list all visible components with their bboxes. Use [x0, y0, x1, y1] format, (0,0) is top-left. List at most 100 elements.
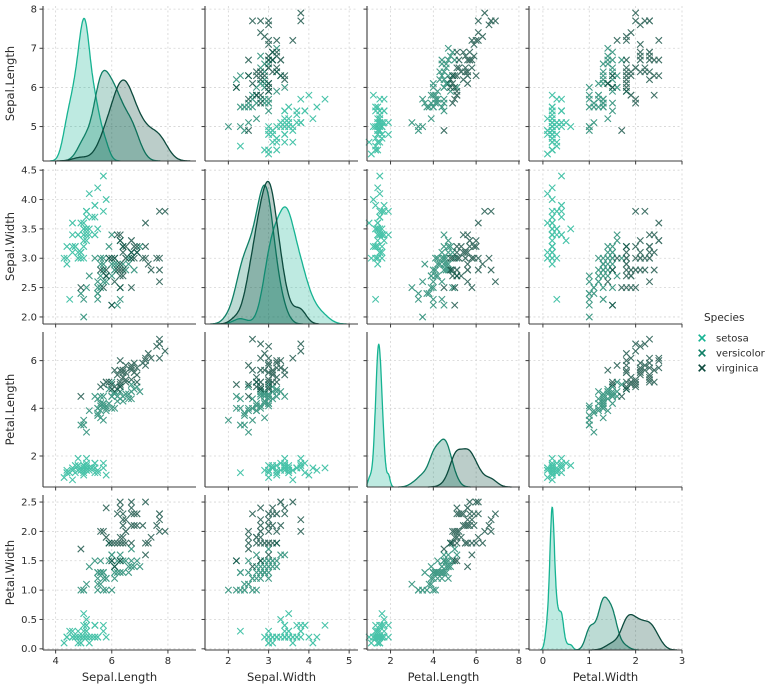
data-point — [650, 91, 658, 99]
data-point — [127, 284, 135, 292]
data-point — [232, 392, 240, 400]
data-point — [74, 633, 82, 641]
data-point — [374, 184, 382, 192]
y-tick-label: 1.0 — [21, 586, 37, 597]
data-point — [557, 107, 566, 115]
data-point — [82, 237, 91, 245]
x-tick-label: 6 — [109, 656, 115, 667]
data-point — [472, 72, 480, 80]
data-point — [297, 454, 305, 462]
data-point — [85, 225, 93, 233]
data-point — [645, 359, 654, 367]
kde-curves — [210, 180, 347, 325]
data-point — [374, 639, 382, 647]
tick-marks — [525, 501, 683, 654]
data-point — [265, 64, 273, 72]
data-point — [122, 516, 130, 524]
data-point — [594, 254, 603, 262]
data-point — [136, 242, 144, 251]
legend-title: Species — [704, 312, 744, 324]
data-point — [116, 284, 124, 292]
legend-label-virginica: virginica — [716, 364, 759, 375]
data-point — [438, 60, 446, 68]
data-point — [372, 242, 380, 251]
data-point — [645, 278, 654, 286]
data-point — [622, 254, 630, 262]
data-point — [122, 266, 130, 274]
data-point — [130, 521, 138, 530]
data-point — [119, 242, 127, 251]
data-point — [257, 354, 265, 362]
data-point — [77, 633, 85, 641]
data-point — [111, 574, 119, 582]
data-point — [122, 254, 130, 262]
data-point — [60, 639, 68, 647]
gridlines — [43, 169, 196, 324]
data-point — [63, 469, 71, 477]
kde-fill-setosa — [50, 18, 120, 162]
data-point — [599, 272, 607, 280]
data-point — [85, 407, 93, 415]
tick-marks — [363, 169, 520, 328]
data-point — [97, 284, 105, 292]
data-point — [94, 225, 102, 233]
data-point — [374, 231, 382, 239]
kde-fill-setosa — [540, 507, 578, 650]
data-point — [442, 557, 450, 565]
data-point — [608, 380, 617, 389]
data-point — [627, 272, 635, 280]
data-point — [111, 563, 119, 571]
data-point — [248, 404, 257, 412]
y-axis-label-sepal-width: Sepal.Width — [3, 212, 17, 281]
data-point — [461, 539, 469, 547]
data-point — [277, 615, 285, 624]
data-point — [252, 378, 261, 386]
data-point — [155, 354, 164, 362]
data-point — [627, 354, 635, 362]
data-point — [94, 580, 102, 588]
data-point — [265, 342, 273, 350]
data-point — [309, 115, 317, 123]
kde-fill-versicolor — [61, 70, 160, 161]
data-point — [440, 99, 448, 107]
data-point — [257, 557, 265, 565]
data-point — [77, 254, 85, 262]
data-point — [244, 361, 253, 369]
data-point — [297, 340, 305, 348]
data-point — [116, 498, 124, 506]
scatter-series-setosa — [543, 454, 575, 484]
data-point — [429, 266, 437, 274]
data-point — [429, 278, 437, 286]
data-point — [257, 385, 265, 393]
data-point — [144, 539, 152, 547]
data-point — [440, 107, 448, 115]
data-point — [257, 563, 265, 571]
data-point — [269, 366, 277, 374]
data-point — [440, 242, 448, 251]
data-point — [91, 633, 99, 641]
data-point — [585, 272, 593, 280]
data-point — [289, 354, 297, 362]
data-point — [543, 126, 552, 135]
data-point — [105, 254, 113, 262]
data-point — [265, 516, 273, 524]
data-point — [133, 378, 141, 386]
kde-fill-versicolor — [576, 597, 639, 650]
scatter-series-setosa — [60, 172, 110, 303]
data-point — [252, 91, 261, 99]
data-point — [127, 237, 135, 245]
data-point — [273, 36, 281, 44]
data-point — [378, 621, 386, 629]
data-point — [248, 17, 257, 25]
kde-line-setosa — [366, 343, 395, 488]
data-point — [236, 586, 244, 594]
data-point — [127, 557, 135, 565]
data-point — [97, 527, 105, 535]
data-point — [434, 260, 442, 268]
data-point — [80, 254, 88, 262]
data-point — [281, 510, 289, 518]
data-point — [265, 563, 273, 571]
data-point — [427, 580, 435, 588]
